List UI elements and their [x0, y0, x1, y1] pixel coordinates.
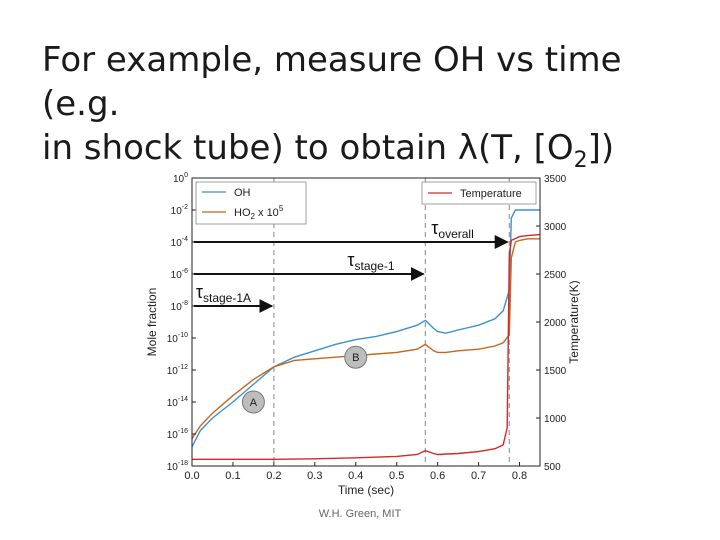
legend-ho2-label: HO2 x 105 [234, 204, 284, 221]
y-left-tick-label-1: 10-2 [171, 204, 188, 217]
y-left-tick-label-6: 10-12 [167, 364, 188, 377]
y-left-tick-label-0: 100 [173, 172, 188, 185]
point-marker-1 [344, 345, 368, 369]
y-left-tick-label-3: 10-6 [171, 268, 188, 281]
title-line-2-mid: (T, [O [477, 128, 574, 168]
y-right-tick-label-5: 1000 [544, 414, 567, 425]
oh-time-chart: 0.0 0.1 0.2 0.3 0.4 0.5 0.6 0.7 0.8 100 10-2 10-4 10… [145, 172, 580, 497]
x-tick-label-2: 0.2 [266, 470, 281, 482]
y-right-tick-label-3: 2000 [544, 318, 567, 329]
legend-left: OH HO2 x 105 [195, 181, 307, 225]
legend-right: Temperature [421, 181, 537, 205]
legend-right-box [421, 181, 537, 205]
chart-annotations: τstage-1A τstage-1 τoverall A B [194, 218, 509, 414]
y-axis-right-title: Temperature(K) [567, 280, 580, 363]
y-left-tick-label-2: 10-4 [171, 236, 188, 249]
x-tick-label-0: 0.0 [184, 470, 199, 482]
x-tick-label-3: 0.3 [307, 470, 322, 482]
y-right-tick-label-0: 3500 [544, 174, 567, 185]
x-tick-label-6: 0.6 [430, 470, 445, 482]
x-tick-label-7: 0.7 [471, 470, 486, 482]
title-line-1: For example, measure OH vs time (e.g. [42, 40, 622, 124]
series-line-0 [191, 209, 540, 448]
slide-title: For example, measure OH vs time (e.g. in… [42, 38, 702, 183]
title-subscript: 2 [573, 147, 588, 173]
series-line-2 [192, 233, 541, 460]
point-marker-0 [241, 390, 265, 414]
chart-series [191, 209, 541, 460]
legend-oh-label: OH [234, 187, 251, 199]
point-marker-label-1: B [352, 352, 359, 364]
series-line-1 [191, 238, 540, 440]
y-right-tick-label-6: 500 [544, 462, 561, 473]
x-tick-label-1: 0.1 [225, 470, 240, 482]
y-right-tick-label-4: 1500 [544, 366, 567, 377]
y-left-tick-label-5: 10-10 [167, 332, 188, 345]
y-right-tick-label-2: 2500 [544, 270, 567, 281]
x-tick-label-5: 0.5 [389, 470, 404, 482]
title-line-2-end: ]) [587, 128, 615, 168]
y-right-tick-label-1: 3000 [544, 222, 567, 233]
tau-label-0: τstage-1A [196, 282, 251, 305]
y-left-tick-label-9: 10-18 [167, 460, 188, 473]
chart-ticks: 0.0 0.1 0.2 0.3 0.4 0.5 0.6 0.7 0.8 100 10-2 10-4 10… [167, 172, 567, 482]
tau-label-2: τoverall [431, 218, 473, 241]
slide-footer: W.H. Green, MIT [318, 508, 402, 520]
point-marker-label-0: A [250, 397, 258, 409]
legend-temperature-label: Temperature [460, 188, 522, 200]
y-axis-left-title: Mole fraction [145, 288, 159, 357]
x-tick-label-8: 0.8 [512, 470, 527, 482]
x-tick-label-4: 0.4 [348, 470, 363, 482]
lambda-symbol: λ [457, 128, 478, 168]
legend-left-box [195, 181, 307, 225]
y-left-tick-label-7: 10-14 [167, 396, 188, 409]
y-left-tick-label-8: 10-16 [167, 428, 188, 441]
chart-guides [273, 178, 510, 466]
x-axis-title: Time (sec) [338, 483, 394, 497]
y-left-tick-label-4: 10-8 [171, 300, 188, 313]
title-line-2-prefix: in shock tube) to obtain [42, 128, 458, 168]
tau-label-1: τstage-1 [347, 250, 394, 273]
